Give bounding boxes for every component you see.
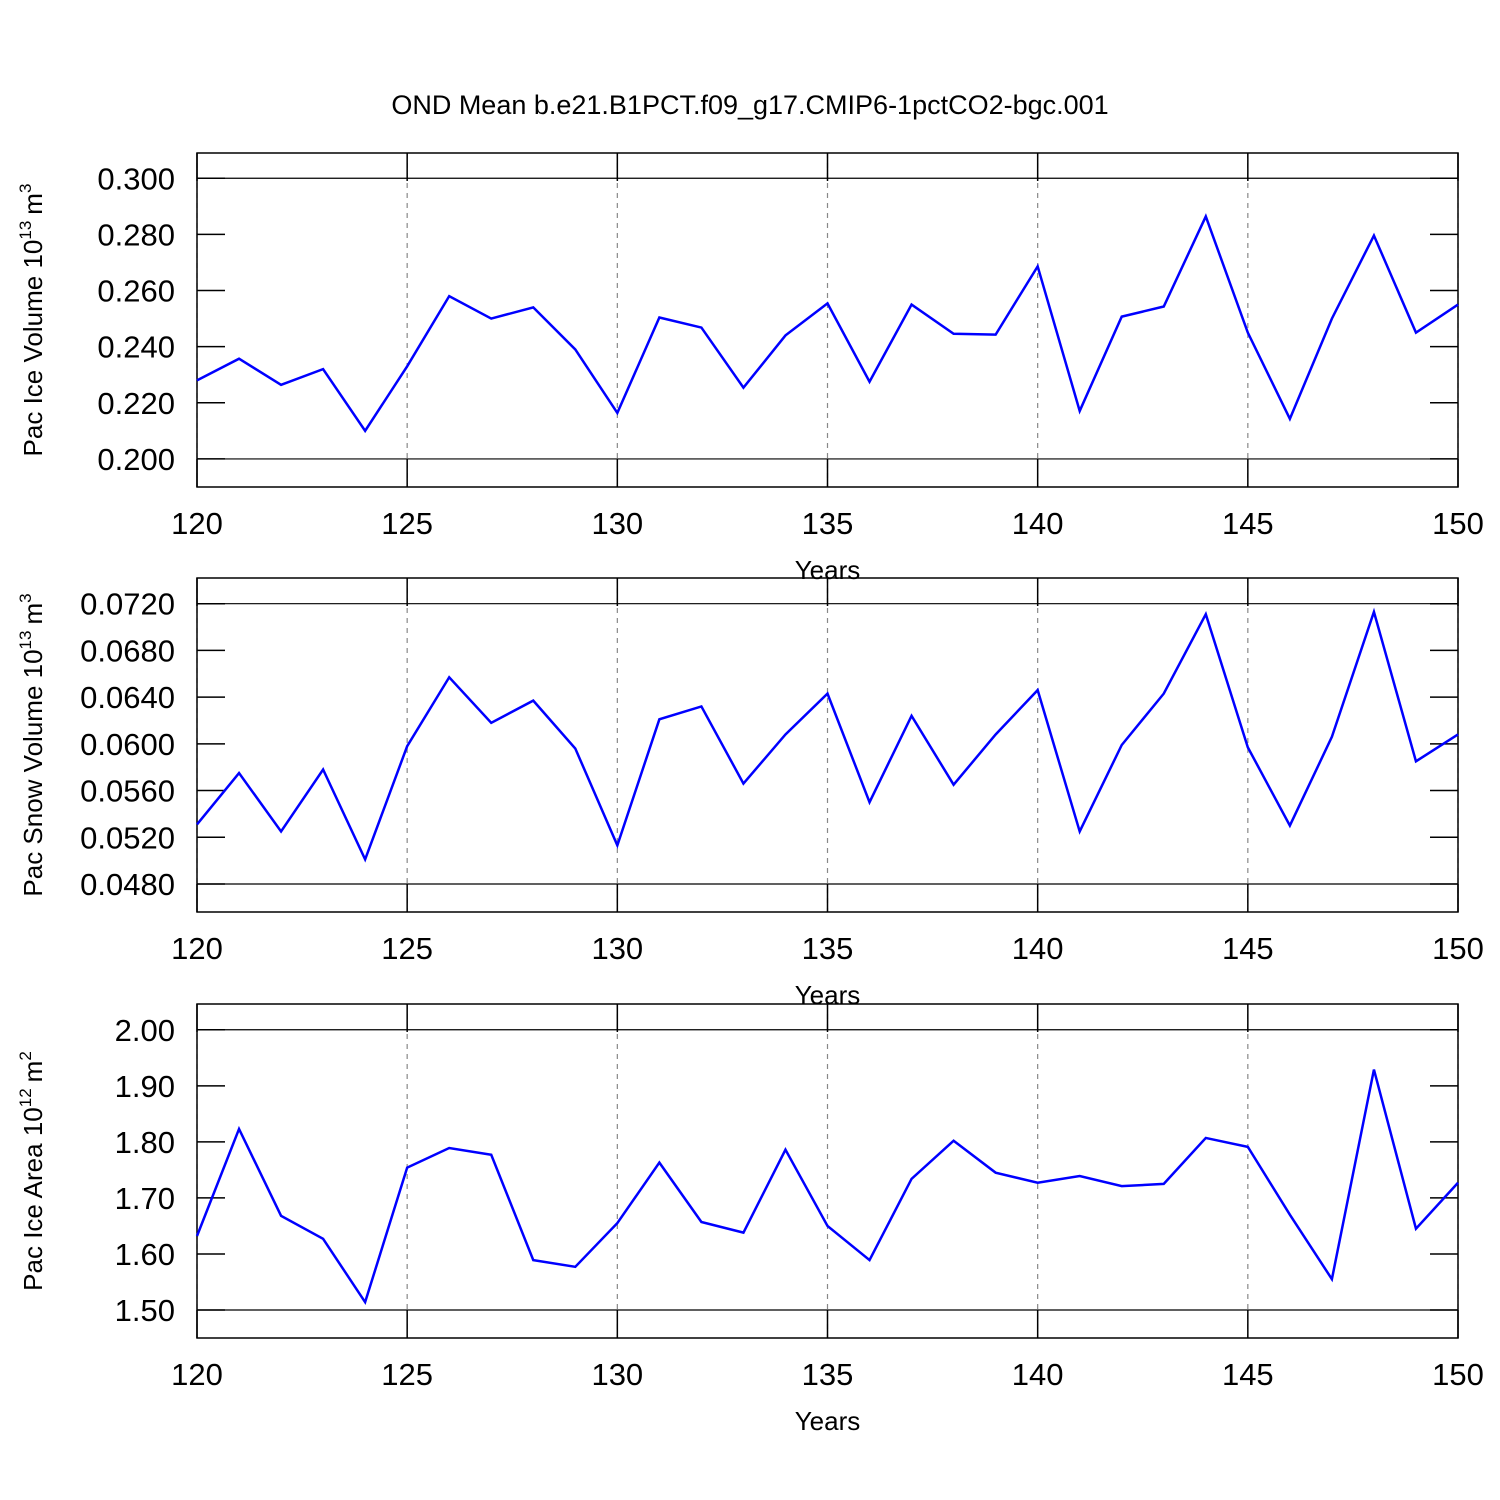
x-tick-label: 140 xyxy=(1012,931,1064,966)
x-axis-label: Years xyxy=(795,1406,861,1436)
x-tick-label: 130 xyxy=(591,1357,643,1392)
x-tick-label: 140 xyxy=(1012,506,1064,541)
plot-frame xyxy=(196,1003,1459,1339)
y-tick-label: 1.80 xyxy=(115,1125,175,1160)
x-tick-label: 130 xyxy=(591,931,643,966)
y-tick-label: 0.0680 xyxy=(80,633,175,668)
y-tick-label: 1.90 xyxy=(115,1069,175,1104)
x-tick-label: 120 xyxy=(171,1357,223,1392)
y-tick-label: 0.260 xyxy=(97,274,175,309)
y-tick-label: 0.200 xyxy=(97,442,175,477)
data-line xyxy=(196,213,1459,434)
y-axis-label: Pac Ice Area 1012 m2 xyxy=(16,1051,48,1291)
x-tick-label: 130 xyxy=(591,506,643,541)
y-tick-label: 0.220 xyxy=(97,386,175,421)
y-label-unit-exponent: 3 xyxy=(16,593,35,602)
x-tick-label: 125 xyxy=(381,931,433,966)
y-tick-label: 0.0720 xyxy=(80,587,175,622)
y-label-text: Pac Ice Area 10 xyxy=(18,1107,48,1291)
figure-title: OND Mean b.e21.B1PCT.f09_g17.CMIP6-1pctC… xyxy=(391,90,1108,120)
plot-frame xyxy=(196,152,1459,488)
y-label-unit-exponent: 2 xyxy=(16,1051,35,1060)
y-tick-label: 0.0640 xyxy=(80,680,175,715)
y-label-unit: m xyxy=(18,603,48,625)
y-tick-label: 1.60 xyxy=(115,1237,175,1272)
x-tick-label: 150 xyxy=(1432,1357,1484,1392)
x-tick-label: 135 xyxy=(802,1357,854,1392)
y-axis-label: Pac Ice Volume 1013 m3 xyxy=(16,184,48,457)
x-tick-label: 120 xyxy=(171,506,223,541)
y-tick-label: 0.0480 xyxy=(80,867,175,902)
x-tick-label: 145 xyxy=(1222,506,1274,541)
y-label-exponent: 12 xyxy=(16,1088,35,1107)
y-axis-label: Pac Snow Volume 1013 m3 xyxy=(16,593,48,896)
y-label-exponent: 13 xyxy=(16,631,35,650)
x-tick-label: 120 xyxy=(171,931,223,966)
x-tick-label: 140 xyxy=(1012,1357,1064,1392)
y-tick-label: 0.0520 xyxy=(80,820,175,855)
data-line xyxy=(196,607,1459,863)
y-tick-label: 0.0560 xyxy=(80,774,175,809)
x-tick-label: 150 xyxy=(1432,931,1484,966)
y-label-exponent: 13 xyxy=(16,221,35,240)
y-tick-label: 0.240 xyxy=(97,330,175,365)
x-tick-label: 135 xyxy=(802,931,854,966)
y-tick-label: 1.70 xyxy=(115,1181,175,1216)
y-tick-label: 2.00 xyxy=(115,1013,175,1048)
y-tick-label: 1.50 xyxy=(115,1293,175,1328)
plot-frame xyxy=(196,577,1459,913)
x-tick-label: 125 xyxy=(381,506,433,541)
x-tick-label: 145 xyxy=(1222,931,1274,966)
x-tick-label: 125 xyxy=(381,1357,433,1392)
y-tick-label: 0.0600 xyxy=(80,727,175,762)
y-tick-label: 0.300 xyxy=(97,161,175,196)
y-label-text: Pac Snow Volume 10 xyxy=(18,649,48,896)
y-label-unit: m xyxy=(18,1061,48,1083)
y-label-text: Pac Ice Volume 10 xyxy=(18,240,48,457)
x-tick-label: 150 xyxy=(1432,506,1484,541)
y-label-unit-exponent: 3 xyxy=(16,184,35,193)
data-line xyxy=(195,1069,1459,1306)
x-tick-label: 145 xyxy=(1222,1357,1274,1392)
x-tick-label: 135 xyxy=(802,506,854,541)
y-tick-label: 0.280 xyxy=(97,217,175,252)
y-label-unit: m xyxy=(18,193,48,215)
